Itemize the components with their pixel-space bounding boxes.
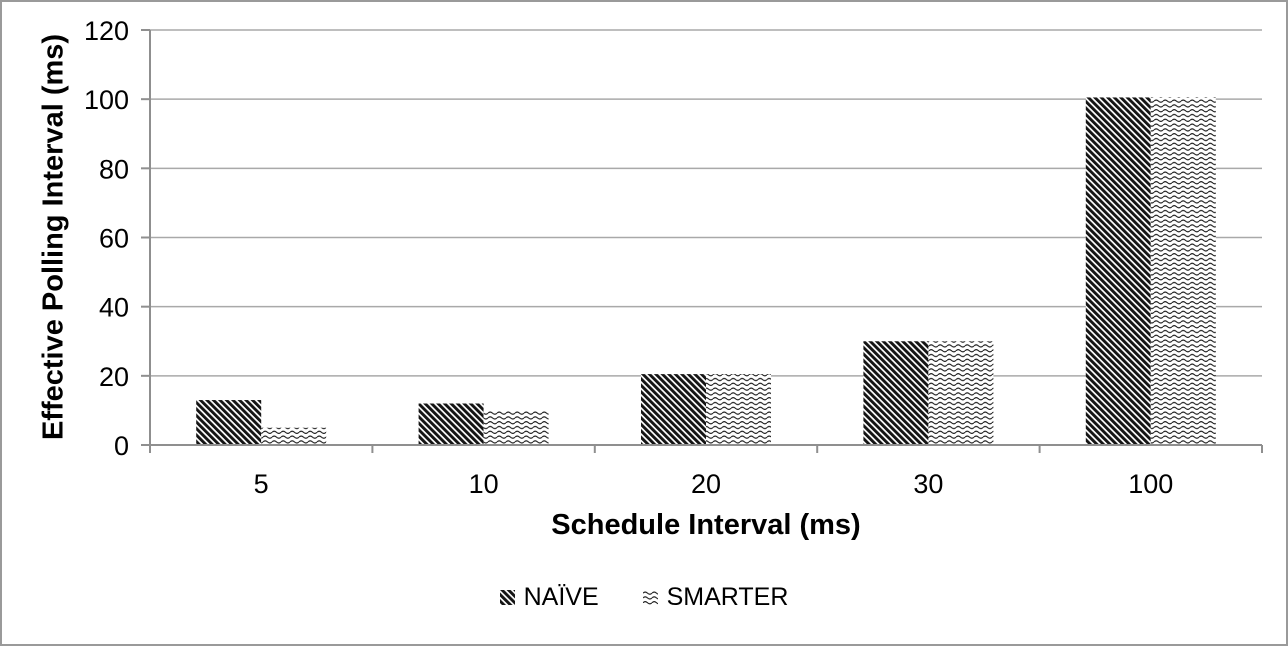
x-category-label-5: 5 bbox=[254, 469, 269, 499]
x-category-label-100: 100 bbox=[1128, 469, 1173, 499]
y-tick-label-0: 0 bbox=[114, 431, 129, 461]
bar-naive-10 bbox=[418, 403, 484, 445]
bar-naive-30 bbox=[863, 341, 929, 445]
bar-naive-20 bbox=[641, 374, 706, 445]
y-tick-label-120: 120 bbox=[84, 16, 129, 46]
legend-label-naive: NAÏVE bbox=[523, 583, 599, 611]
gridlines-layer bbox=[150, 29, 1262, 377]
y-tick-label-80: 80 bbox=[99, 154, 129, 184]
x-category-label-30: 30 bbox=[913, 469, 943, 499]
bar-naive-100 bbox=[1085, 97, 1151, 445]
y-tick-label-40: 40 bbox=[99, 293, 129, 323]
diagonal-hatch-swatch-icon bbox=[499, 590, 515, 605]
bar-smarter-100 bbox=[1150, 97, 1216, 445]
bar-naive-5 bbox=[196, 400, 262, 445]
y-axis-title: Effective Polling Interval (ms) bbox=[37, 33, 70, 441]
bar-smarter-10 bbox=[483, 410, 549, 445]
legend-label-smarter: SMARTER bbox=[666, 583, 789, 611]
y-tick-label-100: 100 bbox=[84, 85, 129, 115]
axes-layer bbox=[141, 29, 1263, 453]
wave-pattern-swatch-icon bbox=[642, 590, 658, 605]
tick-labels-layer: 0 20 40 60 80 100 120 5 10 20 30 100 bbox=[84, 16, 1173, 499]
legend-item-naive: NAÏVE bbox=[499, 583, 599, 612]
bars-layer bbox=[196, 97, 1216, 445]
legend: NAÏVE SMARTER bbox=[2, 583, 1286, 612]
bar-smarter-30 bbox=[928, 341, 994, 445]
x-category-label-20: 20 bbox=[691, 469, 721, 499]
x-category-label-10: 10 bbox=[469, 469, 499, 499]
legend-item-smarter: SMARTER bbox=[642, 583, 789, 612]
bar-smarter-5 bbox=[261, 427, 327, 445]
y-tick-label-60: 60 bbox=[99, 224, 129, 254]
x-axis-title: Schedule Interval (ms) bbox=[551, 509, 861, 541]
y-tick-label-20: 20 bbox=[99, 362, 129, 392]
bar-smarter-20 bbox=[706, 374, 771, 445]
